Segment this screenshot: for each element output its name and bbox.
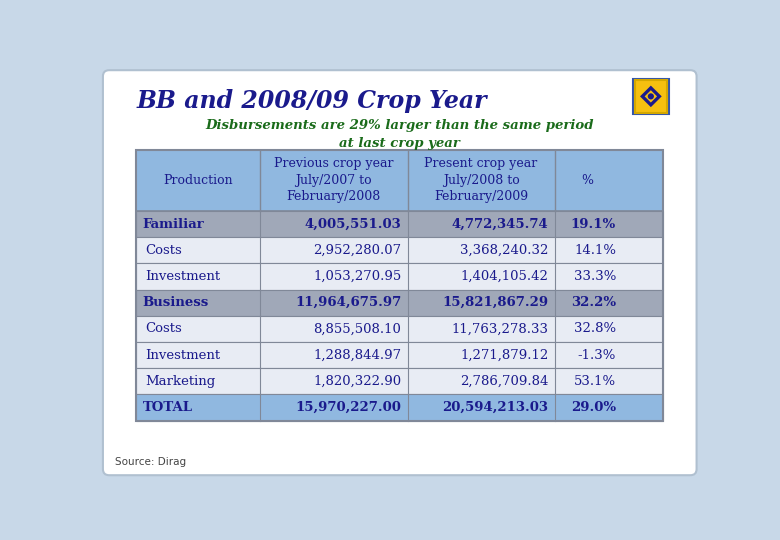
Bar xyxy=(635,80,667,112)
Bar xyxy=(136,316,663,342)
Text: 4,005,551.03: 4,005,551.03 xyxy=(304,218,401,231)
Text: 4,772,345.74: 4,772,345.74 xyxy=(452,218,548,231)
Text: Disbursements are 29% larger than the same period
at last crop year: Disbursements are 29% larger than the sa… xyxy=(205,119,594,150)
Text: 33.3%: 33.3% xyxy=(573,270,616,283)
Bar xyxy=(136,150,663,211)
Text: 15,970,227.00: 15,970,227.00 xyxy=(296,401,401,414)
Bar xyxy=(633,79,668,114)
Text: 1,404,105.42: 1,404,105.42 xyxy=(461,270,548,283)
Text: Investment: Investment xyxy=(146,349,221,362)
Text: Production: Production xyxy=(164,174,233,187)
Text: Business: Business xyxy=(143,296,209,309)
Text: 32.2%: 32.2% xyxy=(571,296,616,309)
Text: %: % xyxy=(582,174,594,187)
Text: 11,964,675.97: 11,964,675.97 xyxy=(295,296,401,309)
Text: BB and 2008/09 Crop Year: BB and 2008/09 Crop Year xyxy=(136,90,487,113)
Text: Familiar: Familiar xyxy=(143,218,204,231)
Text: 2,952,280.07: 2,952,280.07 xyxy=(314,244,401,257)
Text: 8,855,508.10: 8,855,508.10 xyxy=(314,322,401,335)
Circle shape xyxy=(647,93,654,99)
Text: 3,368,240.32: 3,368,240.32 xyxy=(460,244,548,257)
Bar xyxy=(136,237,663,264)
Text: 1,271,879.12: 1,271,879.12 xyxy=(460,349,548,362)
Text: Marketing: Marketing xyxy=(146,375,216,388)
Bar xyxy=(136,342,663,368)
Text: Costs: Costs xyxy=(146,244,183,257)
Text: -1.3%: -1.3% xyxy=(578,349,616,362)
Bar xyxy=(136,368,663,394)
Text: 15,821,867.29: 15,821,867.29 xyxy=(442,296,548,309)
Polygon shape xyxy=(640,85,661,107)
Text: Costs: Costs xyxy=(146,322,183,335)
Text: 29.0%: 29.0% xyxy=(571,401,616,414)
Text: 2,786,709.84: 2,786,709.84 xyxy=(460,375,548,388)
Bar xyxy=(136,394,663,421)
Text: 1,820,322.90: 1,820,322.90 xyxy=(314,375,401,388)
Bar xyxy=(136,289,663,316)
FancyBboxPatch shape xyxy=(103,70,697,475)
Text: 19.1%: 19.1% xyxy=(571,218,616,231)
Text: Investment: Investment xyxy=(146,270,221,283)
Text: 20,594,213.03: 20,594,213.03 xyxy=(442,401,548,414)
Text: 53.1%: 53.1% xyxy=(574,375,616,388)
Text: Source: Dirag: Source: Dirag xyxy=(115,457,186,467)
Text: 1,053,270.95: 1,053,270.95 xyxy=(313,270,401,283)
Text: TOTAL: TOTAL xyxy=(143,401,193,414)
Text: 14.1%: 14.1% xyxy=(574,244,616,257)
Bar xyxy=(136,264,663,289)
Bar xyxy=(136,150,663,421)
Text: 11,763,278.33: 11,763,278.33 xyxy=(452,322,548,335)
Polygon shape xyxy=(644,90,657,103)
Text: Present crop year
July/2008 to
February/2009: Present crop year July/2008 to February/… xyxy=(424,157,537,203)
Bar xyxy=(136,211,663,237)
Text: 32.8%: 32.8% xyxy=(574,322,616,335)
Text: Previous crop year
July/2007 to
February/2008: Previous crop year July/2007 to February… xyxy=(274,157,394,203)
Text: 1,288,844.97: 1,288,844.97 xyxy=(314,349,401,362)
